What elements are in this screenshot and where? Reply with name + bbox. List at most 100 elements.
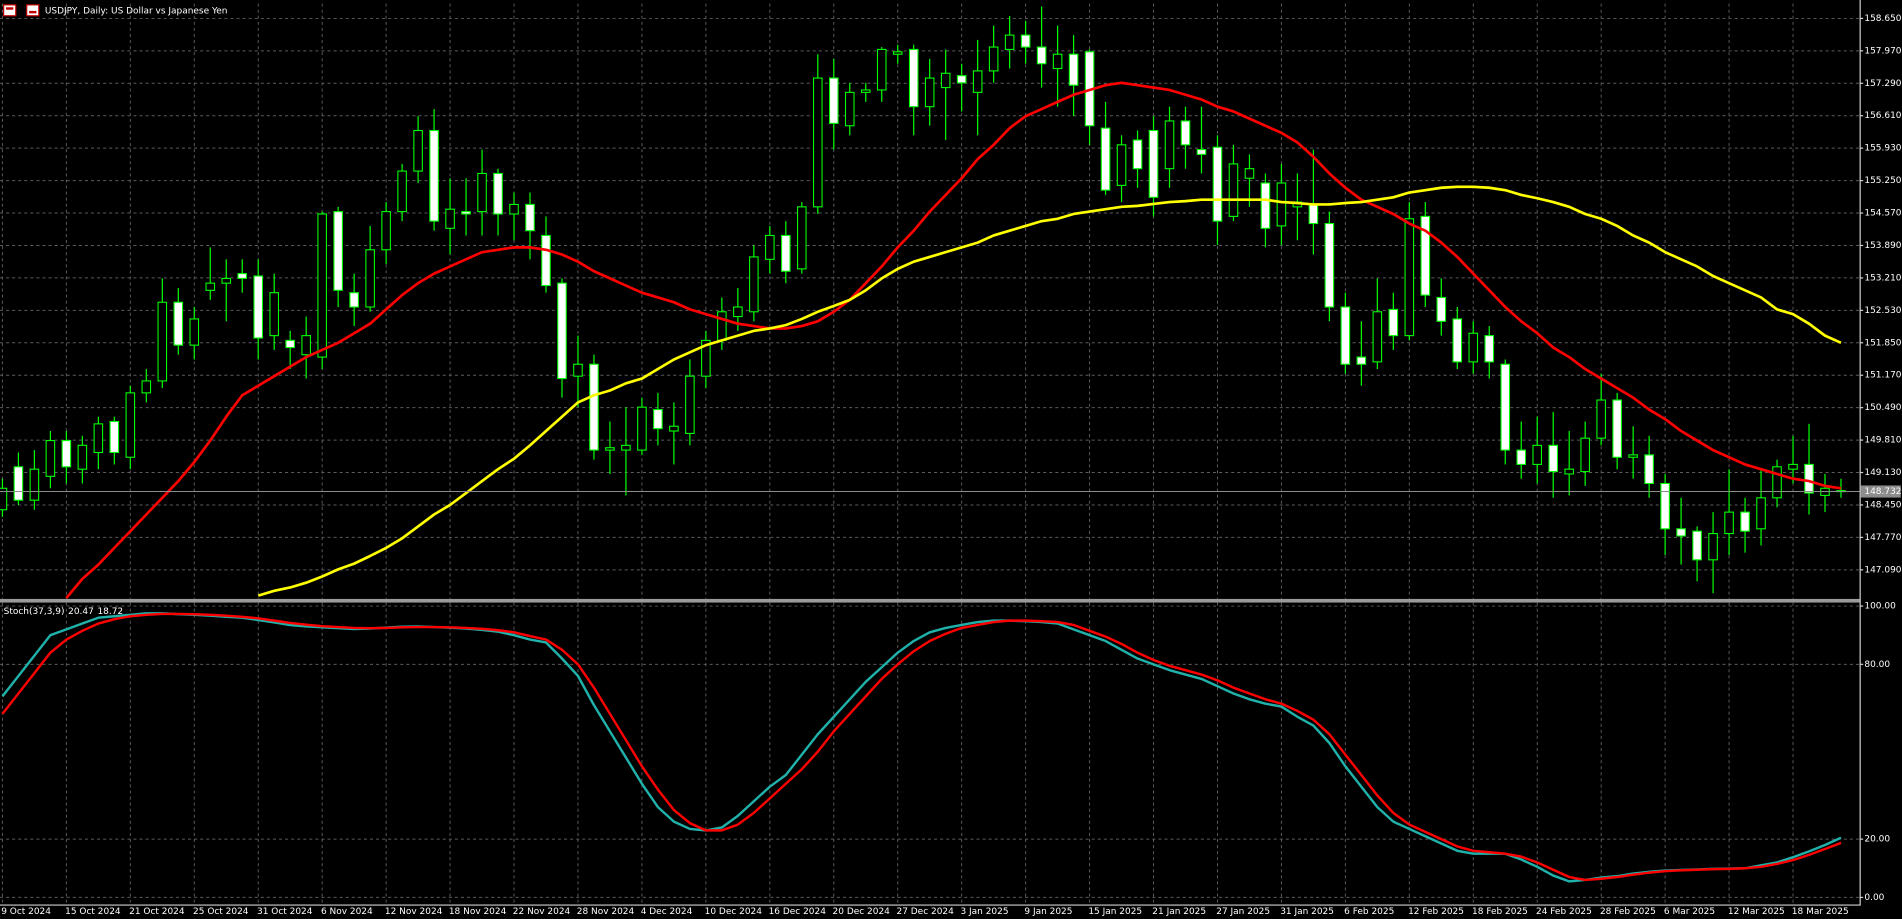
candle-body xyxy=(285,339,295,349)
candle-body xyxy=(1452,318,1463,363)
candle-body xyxy=(333,211,343,291)
x-tick-label: 12 Nov 2024 xyxy=(385,907,443,917)
chart-title: USDJPY, Daily: US Dollar vs Japanese Yen xyxy=(45,6,228,16)
candle-body xyxy=(125,392,136,458)
x-tick-label: 10 Dec 2024 xyxy=(705,907,763,917)
candle-body xyxy=(429,129,439,222)
candle-body xyxy=(1612,399,1622,458)
y-tick-label: 0.00 xyxy=(1864,893,1884,903)
candle-body xyxy=(653,409,663,430)
x-tick-label: 22 Nov 2024 xyxy=(513,907,571,917)
candle-body xyxy=(1020,34,1031,48)
candle-body xyxy=(1388,308,1399,337)
candle-body xyxy=(685,375,695,434)
y-tick-label: 154.570 xyxy=(1864,209,1901,219)
x-tick-label: 25 Oct 2024 xyxy=(193,907,249,917)
candle-body xyxy=(1804,463,1814,494)
candle-body xyxy=(29,468,40,501)
candle-body xyxy=(1212,146,1223,222)
candle-body xyxy=(1484,335,1495,363)
symbol-icon[interactable] xyxy=(3,4,17,17)
candle-body xyxy=(365,249,375,308)
x-tick-label: 20 Dec 2024 xyxy=(833,907,891,917)
y-tick-label: 149.130 xyxy=(1864,468,1901,478)
candle-body xyxy=(1468,332,1479,363)
y-tick-label: 147.090 xyxy=(1864,565,1901,575)
candle-body xyxy=(1228,163,1239,217)
candle-body xyxy=(1516,449,1527,465)
x-tick-label: 3 Jan 2025 xyxy=(960,907,1008,917)
candle-body xyxy=(1148,129,1159,198)
indicator-label: Stoch(37,3,9) 20.47 18.72 xyxy=(4,607,124,617)
y-tick-label: 80.00 xyxy=(1864,660,1890,670)
candle-body xyxy=(749,256,759,313)
stochastic-line xyxy=(1,612,1842,882)
candle-body xyxy=(1100,127,1111,191)
x-tick-label: 9 Oct 2024 xyxy=(1,907,51,917)
y-tick-label: 147.770 xyxy=(1864,533,1901,543)
x-tick-label: 28 Nov 2024 xyxy=(577,907,635,917)
y-tick-label: 149.810 xyxy=(1864,436,1901,446)
candle-body xyxy=(461,211,471,215)
candle-body xyxy=(1260,182,1271,229)
candle-body xyxy=(1532,444,1543,465)
candle-body xyxy=(1596,399,1606,439)
x-tick-label: 15 Oct 2024 xyxy=(65,907,121,917)
candle-body xyxy=(525,203,535,232)
candle-body xyxy=(1740,511,1750,532)
candle-body xyxy=(445,208,455,229)
y-tick-label: 20.00 xyxy=(1864,835,1890,845)
candle-body xyxy=(1420,215,1431,296)
candle-body xyxy=(1756,497,1766,530)
candle-body xyxy=(972,70,983,93)
candle-body xyxy=(797,206,807,270)
y-tick-label: 157.290 xyxy=(1864,79,1901,89)
candle-body xyxy=(844,91,855,127)
moving-average xyxy=(257,185,1842,597)
candle-body xyxy=(1500,363,1511,451)
candle-body xyxy=(269,292,280,337)
candle-body xyxy=(509,203,519,215)
y-tick-label: 155.930 xyxy=(1864,144,1901,154)
candle-body xyxy=(621,444,631,451)
x-tick-label: 28 Feb 2025 xyxy=(1600,907,1656,917)
candle-body xyxy=(605,447,615,451)
x-tick-label: 31 Jan 2025 xyxy=(1280,907,1334,917)
candle-body xyxy=(1724,511,1734,535)
candle-body xyxy=(860,89,871,93)
x-tick-label: 31 Oct 2024 xyxy=(257,907,313,917)
x-tick-label: 9 Jan 2025 xyxy=(1024,907,1072,917)
candle-body xyxy=(1052,53,1063,70)
candle-body xyxy=(1404,218,1415,337)
candle-body xyxy=(1436,296,1447,322)
x-tick-label: 15 Jan 2025 xyxy=(1088,907,1142,917)
timeframe-icon[interactable] xyxy=(26,4,40,17)
timeframe-icon-stripe xyxy=(29,10,37,14)
y-tick-label: 153.890 xyxy=(1864,241,1901,251)
x-tick-label: 18 Feb 2025 xyxy=(1472,907,1528,917)
candle-body xyxy=(956,75,967,84)
x-tick-label: 18 Mar 2025 xyxy=(1792,907,1849,917)
candle-body xyxy=(940,72,951,89)
y-tick-label: 150.490 xyxy=(1864,403,1901,413)
candle-body xyxy=(349,292,359,308)
candle-body xyxy=(189,318,200,346)
candle-body xyxy=(1644,454,1654,485)
candle-body xyxy=(0,487,8,511)
y-tick-label: 155.250 xyxy=(1864,176,1901,186)
candle-body xyxy=(1244,168,1255,179)
x-tick-label: 12 Mar 2025 xyxy=(1728,907,1785,917)
candle-body xyxy=(717,311,727,341)
candle-body xyxy=(141,380,152,394)
x-tick-label: 21 Oct 2024 xyxy=(129,907,185,917)
candle-body xyxy=(301,335,311,356)
candle-body xyxy=(1340,306,1351,365)
candle-body xyxy=(493,172,503,215)
candle-body xyxy=(173,301,184,346)
x-tick-label: 21 Jan 2025 xyxy=(1152,907,1206,917)
candle-body xyxy=(1004,34,1015,50)
candle-body xyxy=(924,77,935,108)
y-tick-label: 100.00 xyxy=(1864,602,1896,612)
